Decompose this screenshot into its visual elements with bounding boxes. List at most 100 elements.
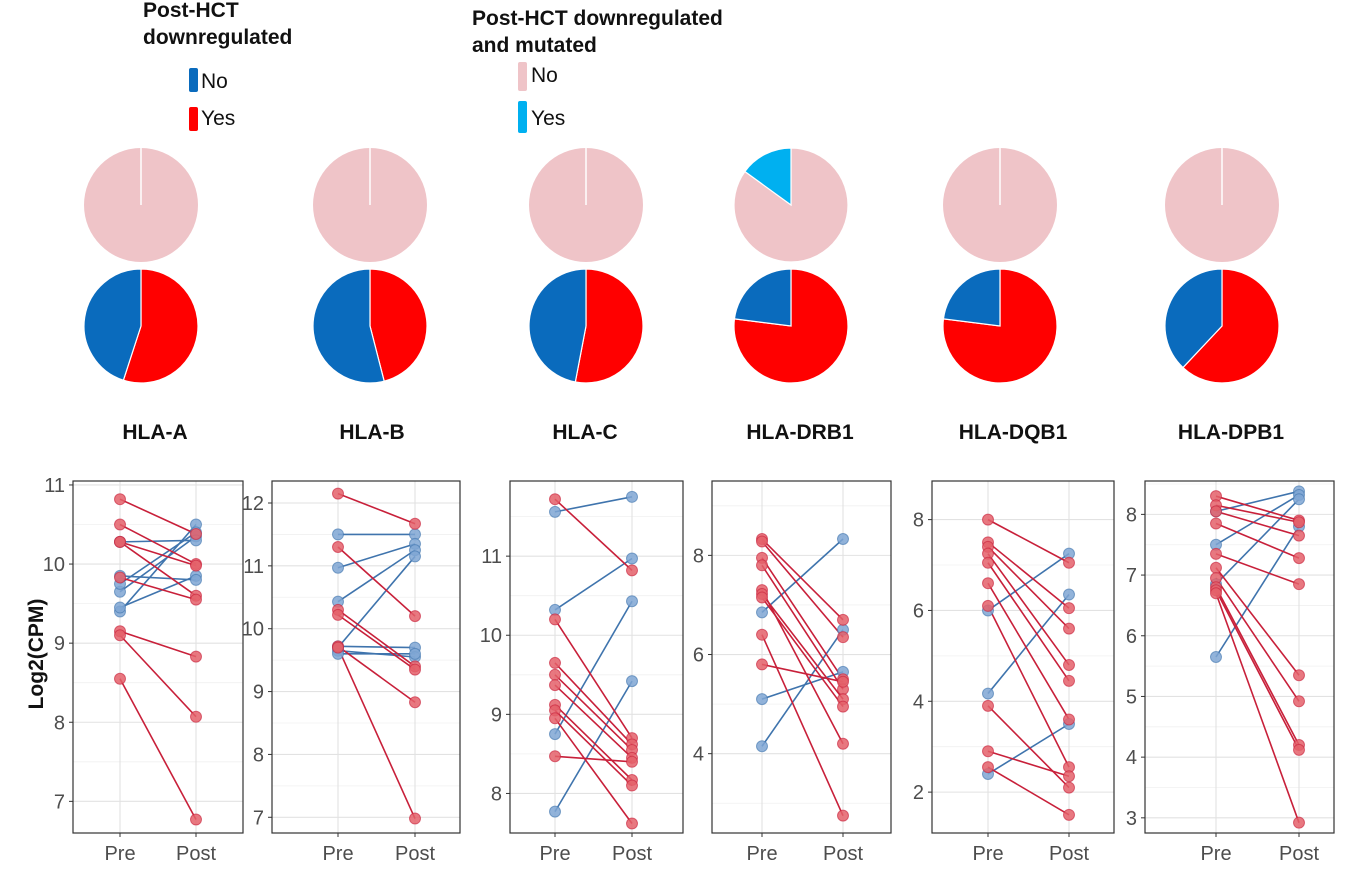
plot-background-hla-b [272,481,460,833]
gene-panels: HLA-A 7 8 9 10 11 Pre Post HLA-B 7 8 9 10 11 12 Pre Post… [43,147,1335,865]
x-tick-label-pre: Pre [746,843,777,865]
pair-line-hla-dpb1-3 [1215,526,1300,658]
pie-downregulated-hla-c-slice-no [528,268,587,383]
plot-border-hla-dpb1 [1144,480,1335,834]
pie-downregulated-hla-a-slice-no [83,268,142,381]
x-tick-label-pre: Pre [972,843,1003,865]
y-tick-label: 8 [693,545,704,567]
pie-mutated-hla-c [529,148,643,262]
post-point-hla-dpb1-6 [1293,529,1305,542]
panel-hla-drb1: HLA-DRB1 4 6 8 Pre Post [693,147,892,865]
y-tick-label: 7 [54,791,65,813]
pie-downregulated-hla-dpb1 [1164,268,1280,384]
post-point-hla-a-9 [190,593,202,606]
x-tick-label-pre: Pre [539,843,570,865]
pre-point-hla-dqb1-1 [982,687,994,700]
y-tick-label: 4 [913,691,924,713]
plot-border-hla-a [72,480,244,834]
pair-line-hla-dpb1-2 [1215,498,1300,585]
post-point-hla-drb1-10 [837,809,849,822]
pre-point-hla-dqb1-9 [982,599,994,612]
pair-line-hla-dqb1-3 [987,518,1070,564]
y-tick-label: 8 [913,510,924,532]
legend-mutated-yes-swatch [518,101,527,133]
post-point-hla-a-6 [190,527,202,540]
pre-point-hla-dpb1-3 [1210,651,1222,663]
pair-line-hla-c-7 [554,674,633,751]
pair-line-hla-dqb1-12 [987,766,1070,816]
pie-downregulated-hla-a-slice-yes [122,268,199,384]
pair-line-hla-drb1-6 [761,564,844,690]
pair-line-hla-b-4 [337,645,416,649]
pair-line-hla-dpb1-5 [1215,504,1300,524]
y-tick-label: 8 [491,783,502,805]
pre-point-hla-a-2 [114,601,126,614]
pie-mutated-hla-dqb1 [943,148,1057,262]
pre-point-hla-a-13 [114,672,126,685]
pair-line-hla-dqb1-0 [987,553,1070,612]
y-tick-label: 8 [253,744,264,766]
gene-title-hla-dqb1: HLA-DQB1 [959,421,1068,444]
pre-point-hla-drb1-2 [756,740,768,753]
pre-point-hla-c-4 [549,493,561,506]
pair-line-hla-drb1-1 [761,671,844,700]
gene-title-hla-dpb1: HLA-DPB1 [1178,421,1284,444]
pie-downregulated-hla-dqb1-slice-no [942,268,1001,327]
pair-line-hla-a-12 [119,634,197,718]
pre-point-hla-a-10 [114,535,126,548]
post-point-hla-c-3 [626,675,638,688]
post-point-hla-dpb1-10 [1293,695,1305,708]
pair-line-hla-dpb1-13 [1215,593,1300,823]
pre-point-hla-dqb1-11 [982,745,994,758]
y-tick-label: 11 [243,556,264,578]
pair-line-hla-dpb1-10 [1215,577,1300,702]
pie-downregulated-hla-dpb1-slice-yes [1182,268,1280,384]
pie-downregulated-hla-drb1-slice-yes [733,268,849,384]
pie-downregulated-hla-a [83,268,199,384]
pre-point-hla-c-0 [549,505,561,518]
post-point-hla-b-6 [409,647,421,660]
pair-line-hla-c-9 [554,704,633,781]
post-point-hla-dpb1-8 [1293,578,1305,591]
post-point-hla-a-10 [190,559,202,572]
x-tick-label-pre: Pre [1200,843,1231,865]
pre-point-hla-drb1-1 [756,693,768,706]
y-tick-label: 6 [1126,626,1137,648]
y-tick-label: 10 [242,619,264,641]
pie-downregulated-hla-c [528,268,644,384]
pair-line-hla-drb1-11 [761,663,844,683]
post-point-hla-drb1-7 [837,737,849,750]
post-point-hla-dpb1-2 [1293,493,1305,506]
pair-line-hla-a-5 [119,575,197,581]
plot-background-hla-drb1 [712,481,891,833]
pair-line-hla-dpb1-6 [1215,510,1300,537]
pair-line-hla-b-7 [337,492,416,525]
pair-line-hla-b-10 [337,614,416,671]
post-point-hla-dpb1-5 [1293,516,1305,529]
pair-line-hla-drb1-10 [761,634,844,816]
pre-point-hla-dqb1-3 [982,513,994,526]
pre-point-hla-drb1-11 [756,658,768,671]
pre-point-hla-drb1-6 [756,559,768,572]
legend-mutated-yes-label: Yes [531,107,565,130]
post-point-hla-b-11 [409,696,421,709]
panel-hla-b: HLA-B 7 8 9 10 11 12 Pre Post [242,148,461,865]
pie-mutated-hla-dpb1 [1165,148,1279,262]
pair-line-hla-c-10 [554,709,633,787]
legend-no-label: No [201,70,228,93]
x-tick-label-post: Post [395,843,435,865]
panel-hla-c: HLA-C 8 9 10 11 Pre Post [480,148,684,865]
pre-point-hla-drb1-4 [756,535,768,548]
post-point-hla-c-1 [626,552,638,565]
pair-line-hla-c-4 [554,498,633,571]
pair-line-hla-b-1 [337,543,416,569]
y-tick-label: 9 [253,682,264,704]
panel-hla-dpb1: HLA-DPB1 3 4 5 6 7 8 Pre Post [1126,148,1335,865]
pair-line-hla-dqb1-7 [987,562,1070,682]
post-point-hla-drb1-11 [837,675,849,688]
pie-mutated-hla-drb1 [733,147,849,263]
post-point-hla-dpb1-13 [1293,816,1305,829]
pre-point-hla-b-7 [332,487,344,500]
post-point-hla-dqb1-6 [1063,658,1075,671]
pair-line-hla-c-8 [554,684,633,759]
